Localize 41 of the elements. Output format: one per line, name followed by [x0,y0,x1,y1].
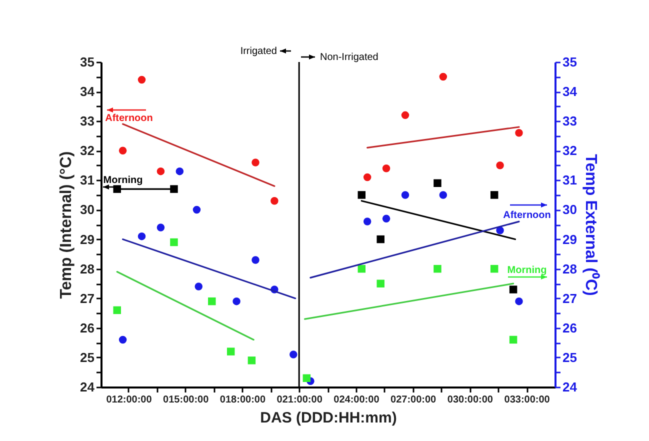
y2-tick-label: 29 [562,232,577,247]
y2-tick-label: 24 [562,380,578,394]
y2-tick-label: 33 [562,114,577,129]
x-tick-label: 021:00:00 [276,394,323,406]
y-tick-label: 32 [80,143,94,158]
y-tick-label: 30 [80,202,94,218]
y2-tick-label: 35 [562,54,577,70]
annotation: Non-Irrigated [320,52,378,63]
y2-axis-title: Temp External (⁰C) [582,154,600,296]
y-tick-label: 33 [80,114,94,129]
y-tick-label: 24 [80,380,96,394]
y-tick-label: 28 [80,261,94,276]
x-tick-label: 015:00:00 [163,394,210,406]
y-tick-label: 34 [80,84,96,100]
y2-tick-label: 25 [562,350,577,365]
text: Irrigated [240,46,277,57]
y2-tick-label: 27 [562,290,577,306]
x-tick-label: 027:00:00 [390,394,437,406]
y-tick-label: 29 [80,232,94,247]
x-tick-label: 024:00:00 [334,394,380,406]
y2-tick-label: 28 [562,261,577,276]
x-tick-label: 030:00:00 [447,394,494,406]
y-axis-title: Temp (Internal) (°C) [58,151,76,299]
y2-tick-label: 30 [562,202,577,218]
y-tick-label: 31 [80,172,94,188]
x-tick-label: 018:00:00 [220,394,266,406]
y2-tick-label: 31 [562,172,577,188]
y-tick-label: 25 [80,350,94,365]
legend-label: Afternoon [503,210,551,221]
series-label: Morning [507,265,547,276]
x-tick-label: 012:00:00 [106,394,152,406]
legend-label: Morning [103,175,143,186]
y-tick-label: 35 [80,54,94,70]
y-tick-label: 26 [80,320,94,336]
legend-label: Afternoon [105,113,153,124]
y2-tick-label: 26 [562,320,577,336]
x-axis-title: DAS (DDD:HH:mm) [260,410,397,426]
y-tick-label: 27 [80,290,94,306]
y2-tick-label: 34 [562,84,578,100]
y2-tick-label: 32 [562,143,577,158]
x-tick-label: 033:00:00 [504,394,550,406]
